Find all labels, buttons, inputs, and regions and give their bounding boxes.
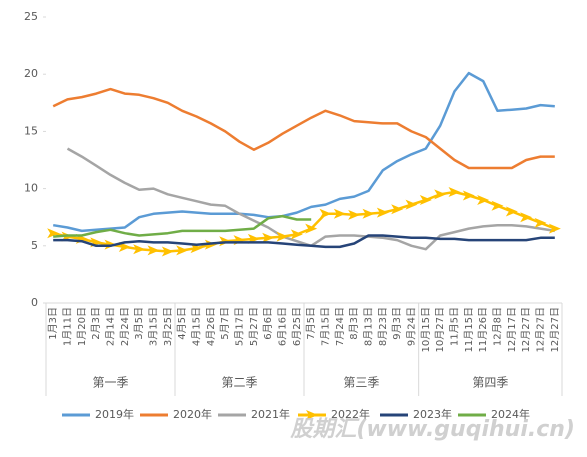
x-tick-label: 6月25日 [291, 307, 303, 346]
arrow-marker [47, 228, 60, 239]
x-tick-label: 12月17日 [506, 307, 518, 352]
x-tick-label: 3月25日 [162, 307, 174, 346]
x-tick-label: 8月13日 [363, 307, 375, 346]
legend-label: 2022年 [331, 407, 370, 421]
x-tick-label: 7月5日 [305, 307, 317, 340]
quarter-label: 第三季 [343, 376, 379, 390]
arrow-marker [362, 208, 375, 219]
x-tick-label: 4月26日 [205, 307, 217, 346]
watermark: 股期汇(www.guqihui.cn) [289, 417, 575, 442]
arrow-marker [548, 223, 561, 234]
arrow-marker [376, 207, 389, 218]
legend-arrow [306, 410, 318, 420]
x-tick-label: 5月7日 [219, 307, 231, 340]
legend-label: 2024年 [491, 407, 530, 421]
x-tick-label: 5月27日 [248, 307, 260, 346]
arrow-marker [448, 187, 461, 198]
arrow-marker [419, 195, 432, 206]
arrow-marker [118, 241, 131, 252]
x-tick-label: 6月16日 [277, 307, 289, 346]
arrow-marker [290, 229, 303, 240]
arrow-marker [305, 223, 318, 234]
x-tick-label: 11月15日 [463, 307, 475, 352]
arrow-marker [133, 244, 146, 255]
quarter-label: 第四季 [472, 376, 508, 390]
y-tick-label: 10 [24, 182, 38, 195]
series-line [53, 71, 555, 233]
x-tick-label: 3月15日 [148, 307, 160, 346]
y-tick-label: 5 [31, 239, 38, 252]
arrow-marker [348, 209, 361, 220]
x-tick-label: 7月24日 [334, 307, 346, 346]
arrow-marker [391, 204, 404, 215]
x-tick-label: 6月6日 [262, 307, 274, 340]
arrow-marker [462, 190, 475, 201]
x-tick-label: 1月3日 [47, 307, 59, 340]
x-tick-label: 11月26日 [477, 307, 489, 352]
arrow-marker [434, 189, 447, 200]
y-tick-label: 20 [24, 67, 38, 80]
arrow-marker [520, 212, 533, 223]
x-tick-label: 1月20日 [76, 307, 88, 346]
quarter-label: 第二季 [221, 376, 257, 390]
x-tick-label: 12月27日 [535, 307, 547, 352]
series-line [52, 87, 555, 170]
x-tick-label: 9月3日 [391, 307, 403, 340]
x-tick-label: 11月5日 [449, 307, 461, 346]
arrow-marker [147, 245, 160, 256]
arrow-marker [161, 246, 174, 257]
x-tick-label: 8月3日 [348, 307, 360, 340]
x-tick-label: 4月15日 [191, 307, 203, 346]
x-tick-label: 1月11日 [62, 307, 74, 346]
y-tick-label: 25 [24, 10, 38, 23]
legend-label: 2021年 [251, 407, 290, 421]
legend-label: 2020年 [173, 407, 212, 421]
arrow-marker [477, 195, 490, 206]
arrow-marker [534, 217, 547, 228]
legend-label: 2023年 [413, 407, 452, 421]
arrow-marker [176, 245, 189, 256]
x-tick-label: 2月14日 [105, 307, 117, 346]
x-tick-label: 9月24日 [406, 307, 418, 346]
arrow-marker [333, 208, 346, 219]
x-tick-label: 2月3日 [90, 307, 102, 340]
arrow-marker [491, 200, 504, 211]
arrow-marker [319, 208, 332, 219]
x-tick-label: 5月17日 [234, 307, 246, 346]
series-line [53, 234, 555, 249]
x-tick-label: 12月8日 [492, 307, 504, 346]
legend-label: 2019年 [95, 407, 134, 421]
quarter-label: 第一季 [92, 376, 128, 390]
x-tick-label: 2月24日 [119, 307, 131, 346]
arrow-marker [405, 199, 418, 210]
arrow-marker [262, 232, 275, 243]
x-tick-label: 7月15日 [320, 307, 332, 346]
y-tick-label: 15 [24, 124, 38, 137]
x-tick-label: 12月27日 [549, 307, 561, 352]
arrow-marker [505, 206, 518, 217]
x-tick-label: 4月5日 [176, 307, 188, 340]
x-tick-label: 8月23日 [377, 307, 389, 346]
x-tick-label: 10月15日 [420, 307, 432, 352]
x-tick-label: 10月27日 [434, 307, 446, 352]
x-tick-label: 3月5日 [133, 307, 145, 340]
y-tick-label: 0 [31, 296, 38, 309]
series-line [53, 214, 312, 238]
arrow-marker [276, 231, 289, 242]
x-tick-label: 12月27日 [520, 307, 532, 352]
